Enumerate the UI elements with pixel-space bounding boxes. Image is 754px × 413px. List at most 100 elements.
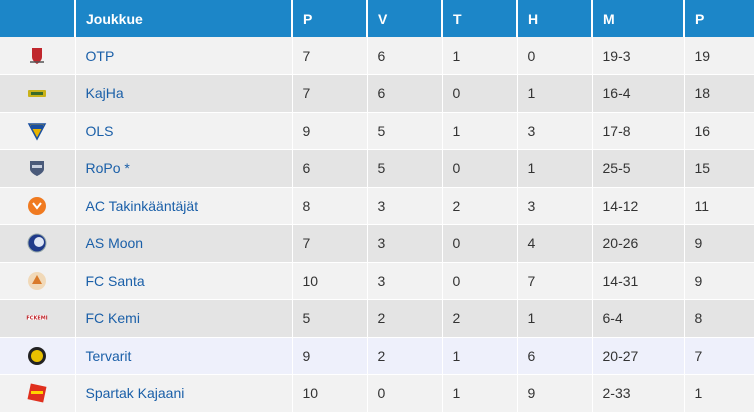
team-name-link[interactable]: KajHa xyxy=(75,74,293,113)
team-crest-cell xyxy=(0,262,76,300)
goals-cell: 16-4 xyxy=(592,74,685,113)
team-name-link[interactable]: AC Takinkääntäjät xyxy=(75,187,293,225)
wins-cell: 3 xyxy=(367,224,443,263)
header-points[interactable]: P xyxy=(684,0,754,37)
draws-cell: 1 xyxy=(442,112,518,150)
draws-cell: 0 xyxy=(442,149,518,188)
draws-cell: 2 xyxy=(442,187,518,225)
ac-takinkaantajat-crest-icon[interactable] xyxy=(26,195,48,217)
goals-cell: 25-5 xyxy=(592,149,685,188)
draws-cell: 1 xyxy=(442,374,518,413)
wins-cell: 5 xyxy=(367,112,443,150)
goals-cell: 17-8 xyxy=(592,112,685,150)
team-crest-cell xyxy=(0,374,76,413)
otp-crest-icon[interactable] xyxy=(26,45,48,67)
draws-cell: 1 xyxy=(442,336,518,375)
table-header-row: Joukkue P V T H M P xyxy=(0,0,754,37)
header-goals[interactable]: M xyxy=(592,0,685,37)
header-played[interactable]: P xyxy=(292,0,368,37)
draws-cell: 2 xyxy=(442,299,518,338)
played-cell: 10 xyxy=(292,374,368,413)
team-crest-cell xyxy=(0,336,76,375)
table-row: Spartak Kajaani 10 0 1 9 2-33 1 xyxy=(0,374,754,413)
header-team[interactable]: Joukkue xyxy=(75,0,293,37)
goals-cell: 14-12 xyxy=(592,187,685,225)
table-row: AC Takinkääntäjät 8 3 2 3 14-12 11 xyxy=(0,187,754,225)
losses-cell: 9 xyxy=(517,374,593,413)
svg-text:FCKEMI: FCKEMI xyxy=(27,316,48,322)
team-name-link[interactable]: Spartak Kajaani xyxy=(75,374,293,413)
team-name-link[interactable]: FC Kemi xyxy=(75,299,293,338)
header-wins[interactable]: V xyxy=(367,0,443,37)
tervarit-crest-icon[interactable] xyxy=(26,345,48,367)
wins-cell: 6 xyxy=(367,37,443,75)
table-row: AS Moon 7 3 0 4 20-26 9 xyxy=(0,224,754,263)
played-cell: 8 xyxy=(292,187,368,225)
ropo-crest-icon[interactable] xyxy=(26,157,48,179)
header-losses[interactable]: H xyxy=(517,0,593,37)
header-logo xyxy=(0,0,76,37)
losses-cell: 1 xyxy=(517,299,593,338)
goals-cell: 20-27 xyxy=(592,336,685,375)
points-cell: 19 xyxy=(684,37,754,75)
points-cell: 11 xyxy=(684,187,754,225)
table-row: OTP 7 6 1 0 19-3 19 xyxy=(0,37,754,75)
spartak-kajaani-crest-icon[interactable] xyxy=(26,382,48,404)
played-cell: 6 xyxy=(292,149,368,188)
losses-cell: 0 xyxy=(517,37,593,75)
played-cell: 7 xyxy=(292,74,368,113)
points-cell: 9 xyxy=(684,262,754,300)
table-row: KajHa 7 6 0 1 16-4 18 xyxy=(0,74,754,113)
draws-cell: 0 xyxy=(442,262,518,300)
goals-cell: 19-3 xyxy=(592,37,685,75)
points-cell: 8 xyxy=(684,299,754,338)
goals-cell: 14-31 xyxy=(592,262,685,300)
draws-cell: 0 xyxy=(442,224,518,263)
team-name-link[interactable]: AS Moon xyxy=(75,224,293,263)
team-name-link[interactable]: FC Santa xyxy=(75,262,293,300)
points-cell: 7 xyxy=(684,336,754,375)
played-cell: 7 xyxy=(292,224,368,263)
played-cell: 7 xyxy=(292,37,368,75)
losses-cell: 1 xyxy=(517,149,593,188)
goals-cell: 20-26 xyxy=(592,224,685,263)
losses-cell: 7 xyxy=(517,262,593,300)
points-cell: 15 xyxy=(684,149,754,188)
team-crest-cell xyxy=(0,112,76,150)
wins-cell: 3 xyxy=(367,262,443,300)
wins-cell: 2 xyxy=(367,299,443,338)
header-draws[interactable]: T xyxy=(442,0,518,37)
table-row: RoPo * 6 5 0 1 25-5 15 xyxy=(0,149,754,188)
table-row: Tervarit 9 2 1 6 20-27 7 xyxy=(0,336,754,375)
team-crest-cell xyxy=(0,224,76,263)
table-row: FCKEMI FC Kemi 5 2 2 1 6-4 8 xyxy=(0,299,754,338)
losses-cell: 3 xyxy=(517,112,593,150)
team-crest-cell: FCKEMI xyxy=(0,299,76,338)
fc-kemi-crest-icon[interactable]: FCKEMI xyxy=(26,307,48,329)
wins-cell: 3 xyxy=(367,187,443,225)
goals-cell: 2-33 xyxy=(592,374,685,413)
team-name-link[interactable]: OLS xyxy=(75,112,293,150)
team-name-link[interactable]: Tervarit xyxy=(75,336,293,375)
points-cell: 1 xyxy=(684,374,754,413)
played-cell: 9 xyxy=(292,112,368,150)
fc-santa-crest-icon[interactable] xyxy=(26,270,48,292)
wins-cell: 2 xyxy=(367,336,443,375)
played-cell: 9 xyxy=(292,336,368,375)
as-moon-crest-icon[interactable] xyxy=(26,232,48,254)
losses-cell: 3 xyxy=(517,187,593,225)
points-cell: 16 xyxy=(684,112,754,150)
table-row: FC Santa 10 3 0 7 14-31 9 xyxy=(0,262,754,300)
wins-cell: 6 xyxy=(367,74,443,113)
points-cell: 9 xyxy=(684,224,754,263)
draws-cell: 1 xyxy=(442,37,518,75)
played-cell: 5 xyxy=(292,299,368,338)
team-crest-cell xyxy=(0,37,76,75)
ols-crest-icon[interactable] xyxy=(26,120,48,142)
losses-cell: 1 xyxy=(517,74,593,113)
team-name-link[interactable]: RoPo * xyxy=(75,149,293,188)
team-name-link[interactable]: OTP xyxy=(75,37,293,75)
kajha-crest-icon[interactable] xyxy=(26,82,48,104)
team-crest-cell xyxy=(0,74,76,113)
wins-cell: 0 xyxy=(367,374,443,413)
